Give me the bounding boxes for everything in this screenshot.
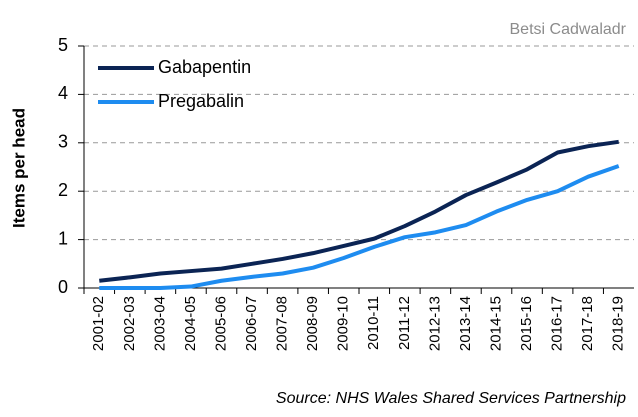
y-tick-label: 1 xyxy=(58,228,68,248)
x-tick-label: 2007-08 xyxy=(274,296,291,351)
y-tick-label: 0 xyxy=(58,277,68,297)
x-tick-label: 2008-09 xyxy=(304,296,321,351)
y-tick-label: 3 xyxy=(58,132,68,152)
x-tick-label: 2017-18 xyxy=(579,296,596,351)
x-tick-label: 2018-19 xyxy=(610,296,627,351)
y-tick-label: 5 xyxy=(58,35,68,55)
source-note: Source: NHS Wales Shared Services Partne… xyxy=(276,390,626,407)
series-line xyxy=(99,139,620,283)
x-tick-label: 2011-12 xyxy=(396,296,413,350)
x-tick-label: 2015-16 xyxy=(518,296,535,351)
x-tick-label: 2005-06 xyxy=(212,296,229,351)
y-axis-label: Items per head xyxy=(9,108,28,228)
y-tick-label: 4 xyxy=(58,83,68,103)
x-tick-label: 2009-10 xyxy=(335,296,352,351)
x-tick-label: 2003-04 xyxy=(151,296,168,351)
chart-title: Betsi Cadwaladr xyxy=(510,21,627,38)
series-line xyxy=(99,164,620,290)
x-tick-label: 2014-15 xyxy=(487,296,504,351)
x-tick-label: 2002-03 xyxy=(121,296,138,351)
x-tick-label: 2001-02 xyxy=(90,296,107,351)
y-tick-label: 2 xyxy=(58,180,68,200)
legend-label: Gabapentin xyxy=(158,57,251,77)
x-tick-label: 2004-05 xyxy=(182,296,199,351)
x-tick-label: 2010-11 xyxy=(365,296,382,350)
x-tick-label: 2006-07 xyxy=(243,296,260,351)
x-tick-label: 2016-17 xyxy=(549,296,566,351)
x-tick-label: 2013-14 xyxy=(457,296,474,351)
legend-label: Pregabalin xyxy=(158,91,244,111)
x-tick-label: 2012-13 xyxy=(426,296,443,351)
